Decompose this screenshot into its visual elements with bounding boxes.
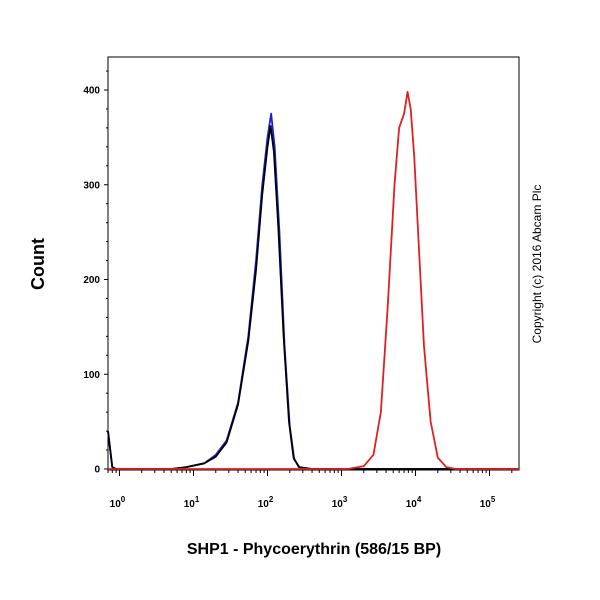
y-axis: 0 100 200 300 400 (83, 70, 108, 476)
y-tick-label-0: 0 (94, 465, 100, 476)
x-tick-label-2: 102 (258, 495, 274, 510)
x-tick-label-1: 101 (184, 495, 200, 510)
copyright-annotation: Copyright (c) 2016 Abcam Plc (530, 185, 544, 344)
x-tick-label-0: 100 (110, 495, 126, 510)
y-tick-label-4: 400 (83, 86, 100, 97)
y-tick-label-1: 100 (83, 370, 100, 381)
y-tick-label-3: 300 (83, 180, 100, 191)
series-line-1 (107, 125, 519, 470)
series-line-0 (107, 112, 519, 470)
y-tick-label-2: 200 (83, 275, 100, 286)
plot-frame (107, 56, 520, 471)
x-axis: 100 101 102 103 104 105 (107, 470, 513, 510)
series-line-2 (108, 90, 519, 470)
series-layer (107, 90, 519, 470)
x-tick-label-3: 103 (332, 495, 348, 510)
x-tick-label-4: 104 (406, 495, 422, 510)
x-tick-label-5: 105 (480, 495, 496, 510)
y-axis-title: Count (28, 238, 48, 290)
x-axis-title: SHP1 - Phycoerythrin (586/15 BP) (187, 541, 441, 558)
